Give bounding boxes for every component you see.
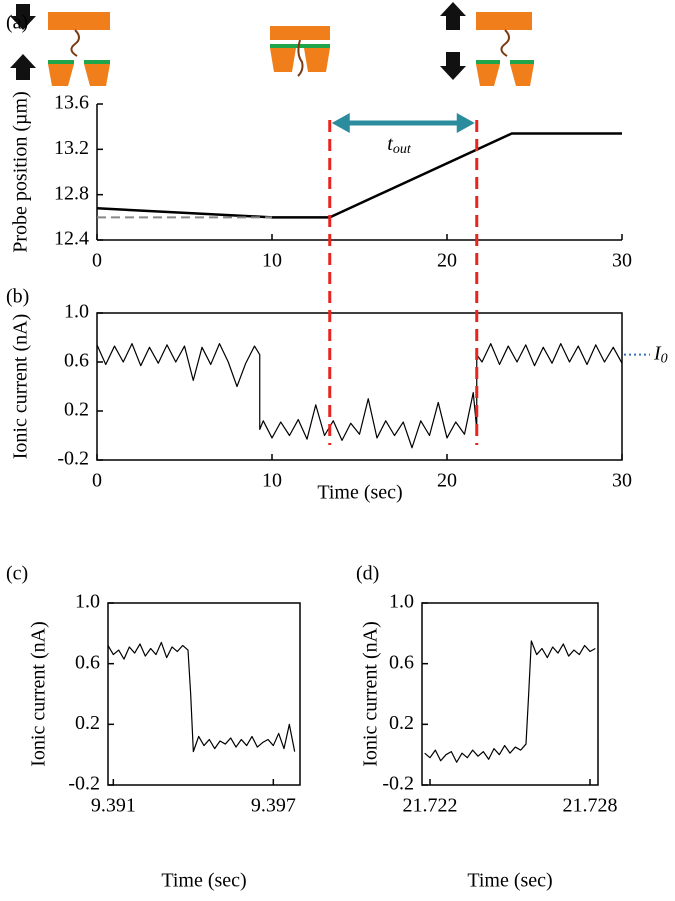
panel-label: (b) [6,286,29,308]
x-axis-title: Time (sec) [161,870,246,892]
arrow-head [456,113,475,133]
x-axis-title: Time (sec) [467,870,552,892]
y-tick-label: 0.6 [389,651,414,673]
plot-frame [96,312,623,461]
y-tick-label: -0.2 [68,773,100,795]
x-tick-label: 21.722 [403,795,458,817]
panel-label: (c) [6,563,28,585]
pore-icon [84,64,110,86]
plot-frame [107,602,301,786]
membrane-icon [48,60,74,64]
x-tick-label: 9.397 [251,795,296,817]
probe-icon [48,12,110,30]
arrow-label: tout [387,133,412,158]
y-tick-label: 0.2 [389,712,414,734]
y-tick-label: 1.0 [389,591,414,613]
x-tick-label: 0 [92,470,102,492]
y-axis-title: Ionic current (nA) [28,621,50,767]
molecule-icon [70,29,80,57]
membrane-icon [270,44,330,48]
y-axis-title: Ionic current (nA) [10,314,32,460]
panel-label: (a) [6,12,28,34]
y-tick-label: 1.0 [64,301,89,323]
molecule-icon [297,39,304,77]
pore-icon [304,48,330,72]
data-line [107,641,296,753]
x-tick-label: 9.391 [91,795,136,817]
y-tick-label: 0.2 [64,399,89,421]
pore-icon [48,64,74,86]
membrane-icon [84,60,110,64]
data-line [96,132,622,219]
data-line [96,343,623,449]
y-tick-label: -0.2 [382,773,414,795]
arrow-label-text: t [387,133,393,155]
y-tick-label: -0.2 [57,448,89,470]
x-tick-label: 20 [437,470,457,492]
x-tick-label: 10 [262,250,282,272]
plot-frame [421,602,599,786]
x-tick-label: 0 [92,250,102,272]
schematic-icons [10,2,534,86]
arrow-down-icon [10,4,36,30]
molecule-icon [500,29,510,57]
membrane-icon [476,60,500,64]
x-tick-label: 10 [262,470,282,492]
probe-icon [476,12,532,30]
data-line [424,640,596,763]
pore-icon [510,64,534,86]
x-tick-label: 30 [612,470,632,492]
pore-icon [270,48,296,72]
y-tick-label: 0.6 [64,350,89,372]
y-tick-label: 12.8 [54,182,89,204]
y-tick-label: 0.6 [75,651,100,673]
x-tick-label: 20 [437,250,457,272]
y-axis-title: Ionic current (nA) [360,621,382,767]
level-label-sub: 0 [661,352,668,367]
x-tick-label: 30 [612,250,632,272]
level-label-text: I [653,342,662,364]
probe-icon [270,26,330,40]
y-tick-label: 12.4 [54,228,89,250]
y-tick-label: 1.0 [75,591,100,613]
arrow-label-sub: out [393,142,412,157]
pore-icon [476,64,500,86]
y-axis-title: Probe position (µm) [10,91,32,253]
y-tick-label: 13.2 [54,137,89,159]
membrane-icon [510,60,534,64]
arrow-up-icon [10,54,36,80]
arrow-head [331,113,350,133]
arrow-up-icon [440,2,466,30]
arrow-down-icon [440,52,466,80]
panel-label: (d) [356,563,379,585]
y-tick-label: 0.2 [75,712,100,734]
y-tick-label: 13.6 [54,92,89,114]
x-axis-title: Time (sec) [317,482,402,504]
x-tick-label: 21.728 [563,795,618,817]
level-label: I0 [653,342,668,367]
